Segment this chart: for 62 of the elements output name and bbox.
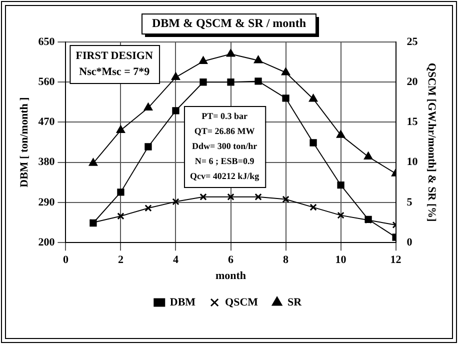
point [337,212,344,219]
x-tick-label: 4 [172,254,179,266]
y-tick-label: 380 [38,156,56,168]
x-tick-label: 2 [118,254,124,266]
y-axis-title: DBM [ ton/month ] [18,97,30,188]
point [309,94,318,102]
point [200,78,207,86]
y-tick-label: 290 [38,196,56,208]
point [254,78,262,85]
point [282,94,290,102]
point [116,126,125,134]
y-tick-label: 200 [38,236,56,248]
x-tick-label: 12 [390,254,402,266]
x-axis-title: month [215,270,246,282]
y-tick-label: 650 [38,36,56,48]
point [310,139,317,146]
point [172,198,180,206]
point [227,78,234,86]
annotation: PT= 0.3 bar [202,110,248,121]
x-tick-label: 8 [283,254,290,266]
annotation: Nsc*Msc = 7*9 [79,66,150,78]
point [117,212,124,220]
point [199,56,208,64]
point [117,188,124,196]
annotation: FIRST DESIGN [76,50,153,62]
point [144,103,152,111]
annotation: QT= 26.86 MW [194,126,255,136]
annotation: Ddw= 300 ton/hr [192,140,258,151]
point [254,193,262,200]
point [227,193,234,200]
x-tick-label: 6 [228,254,234,266]
point [200,193,207,200]
point [364,152,373,160]
chart-title: DBM & QSCM & SR / month [152,16,306,30]
point [172,107,180,114]
legend-label: QSCM [225,296,259,308]
point [226,49,235,57]
point [88,158,98,166]
x-tick-label: 0 [62,254,69,266]
point [282,196,290,203]
point [254,56,262,64]
y-tick-label: 560 [38,76,56,88]
point [336,130,345,138]
point [310,204,317,211]
legend-label: SR [288,296,303,308]
y-tick-label: 470 [38,116,56,128]
point [144,143,152,150]
annotation: Qcv= 40212 kJ/kg [190,170,260,181]
y2-tick-label: 5 [406,196,413,208]
y2-tick-label: 0 [406,236,413,248]
annotation: N= 6 ; ESB=0.9 [194,156,255,166]
y2-tick-label: 15 [406,116,418,128]
x-tick-label: 10 [335,254,347,266]
y2-tick-label: 25 [406,36,418,48]
y2-tick-label: 20 [406,76,418,88]
legend-label: DBM [170,296,196,308]
y2-axis-title: QSCM [GW.hr/month] & SR [%] [426,62,438,222]
point [172,72,180,80]
point [337,182,344,189]
y2-tick-label: 10 [406,156,418,168]
point [144,204,152,212]
point [282,68,290,76]
